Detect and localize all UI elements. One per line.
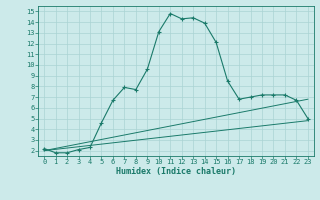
X-axis label: Humidex (Indice chaleur): Humidex (Indice chaleur) bbox=[116, 167, 236, 176]
